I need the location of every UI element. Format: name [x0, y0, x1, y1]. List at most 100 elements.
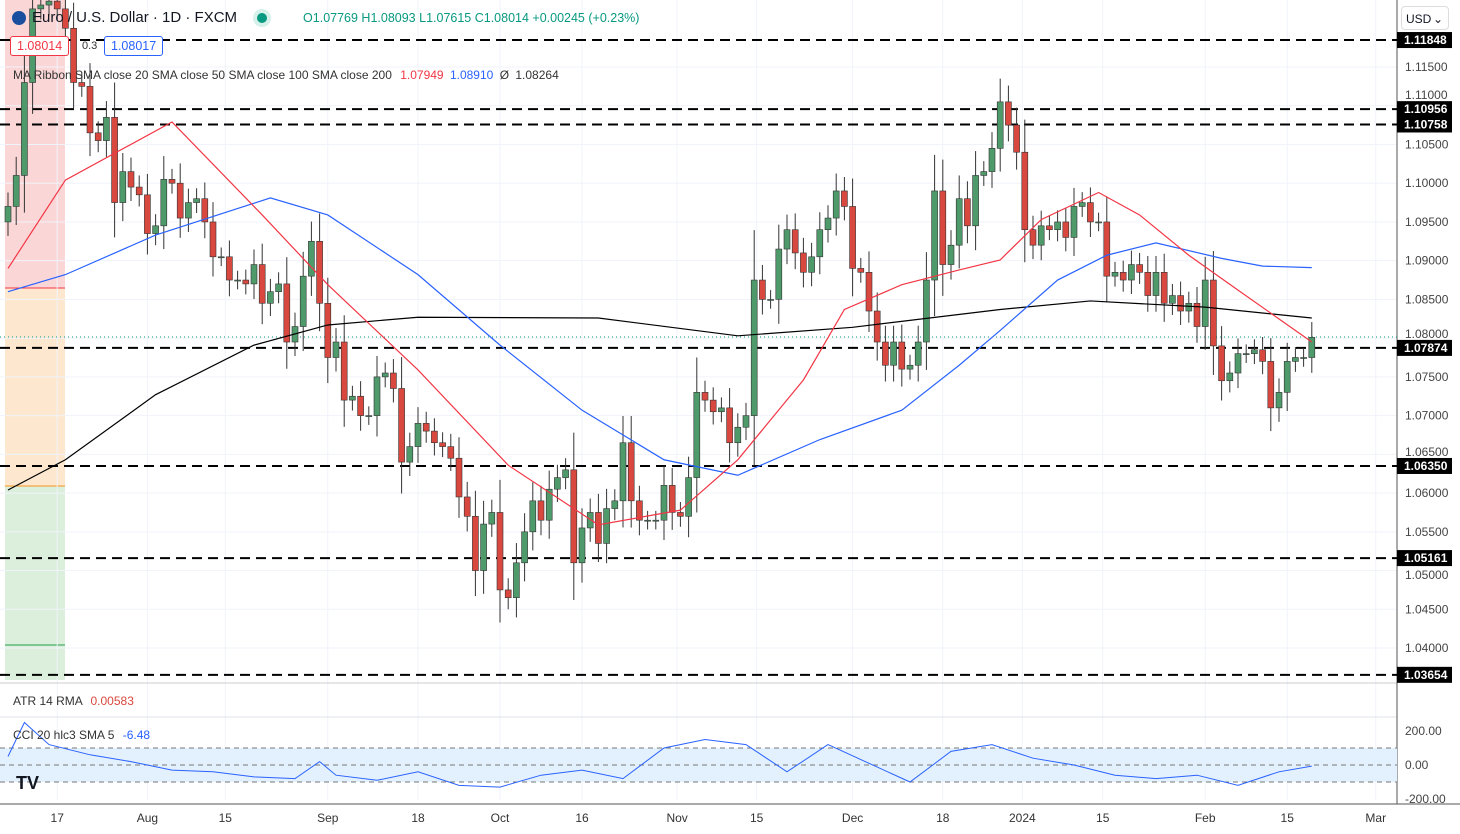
candle-down	[1021, 151, 1029, 230]
candle-down	[726, 407, 733, 444]
buy-price-button[interactable]: 1.08017	[104, 36, 164, 56]
candle-up	[1078, 202, 1086, 207]
candle-down	[882, 341, 889, 366]
y-tick-label: 1.05000	[1405, 568, 1449, 582]
candle-down	[472, 516, 479, 571]
candle-up	[234, 279, 241, 282]
candle-up	[12, 175, 20, 207]
candle-up	[832, 190, 840, 219]
candle-down	[242, 279, 250, 285]
candle-up	[775, 248, 783, 300]
candle-down	[86, 86, 94, 134]
candle-up	[1095, 221, 1102, 224]
ohlc-values: O1.07769 H1.08093 L1.07615 C1.08014 +0.0…	[303, 10, 640, 25]
x-tick-label: 16	[575, 811, 589, 825]
x-tick-label: 18	[411, 811, 425, 825]
x-tick-label: 15	[219, 811, 233, 825]
symbol-title[interactable]: Euro / U.S. Dollar · 1D · FXCM	[32, 9, 238, 26]
candle-up	[783, 229, 791, 250]
sell-price-button[interactable]: 1.08014	[10, 36, 70, 56]
y-tick-label: 1.11000	[1405, 88, 1448, 102]
candle-down	[1062, 221, 1070, 238]
candle-down	[759, 279, 766, 300]
candle-down	[144, 194, 151, 234]
candle-down	[62, 8, 69, 29]
currency-select[interactable]: USD ⌄	[1401, 6, 1449, 30]
candle-down	[78, 82, 86, 87]
candle-down	[463, 496, 471, 517]
candle-down	[1267, 361, 1275, 409]
x-tick-label: Sep	[317, 811, 339, 825]
candle-up	[816, 229, 824, 258]
level-label: 1.07874	[1404, 341, 1448, 355]
level-label: 1.03654	[1404, 668, 1448, 682]
zone-orange	[5, 288, 65, 486]
candle-down	[668, 485, 676, 513]
candle-up	[980, 171, 988, 176]
candle-down	[1087, 202, 1094, 223]
atr-value: 0.00583	[90, 694, 134, 708]
x-tick-label: 15	[750, 811, 764, 825]
candle-down	[841, 190, 848, 207]
candle-up	[373, 376, 381, 416]
tradingview-logo[interactable]: TV	[16, 773, 40, 793]
candle-up	[611, 500, 619, 509]
candle-up	[652, 519, 660, 522]
y-tick-label: 1.09500	[1405, 215, 1449, 229]
ma-ribbon-label[interactable]: MA Ribbon SMA close 20 SMA close 50 SMA …	[13, 68, 392, 82]
candle-up	[1242, 353, 1250, 355]
candle-down	[258, 264, 266, 304]
x-tick-label: 15	[1096, 811, 1110, 825]
candle-down	[135, 186, 143, 196]
candle-down	[168, 179, 176, 184]
y-tick-label: 1.10500	[1405, 137, 1449, 151]
candle-up	[37, 4, 45, 10]
candle-down	[1218, 345, 1225, 382]
candle-up	[734, 426, 742, 444]
candle-down	[70, 27, 77, 83]
candle-down	[431, 430, 438, 444]
zone-green	[5, 486, 65, 680]
candle-up	[119, 171, 127, 203]
cci-label[interactable]: CCI 20 hlc3 SMA 5	[13, 728, 115, 742]
level-label-bg	[1397, 116, 1452, 133]
candle-down	[1259, 349, 1266, 362]
candle-up	[1234, 353, 1242, 374]
candle-up	[824, 217, 832, 230]
x-tick-label: 2024	[1009, 811, 1036, 825]
candle-down	[1193, 302, 1201, 327]
y-tick-label: 1.08000	[1405, 327, 1449, 341]
candle-down	[857, 268, 865, 273]
candle-up	[955, 198, 963, 246]
candle-down	[398, 388, 405, 463]
x-tick-label: Aug	[137, 811, 158, 825]
y-tick-label: 1.04500	[1405, 602, 1449, 616]
y-tick-label: 1.07000	[1405, 409, 1449, 423]
candle-up	[603, 508, 610, 544]
candle-down	[1046, 225, 1053, 230]
candle-down	[791, 229, 799, 254]
level-label-bg	[1397, 32, 1452, 49]
candle-up	[267, 291, 274, 304]
atr-label[interactable]: ATR 14 RMA	[13, 694, 83, 708]
candle-up	[406, 446, 414, 463]
candle-up	[914, 341, 922, 366]
euro-flag-icon	[12, 10, 26, 25]
ma20-value: 1.07949	[400, 68, 444, 82]
candle-down	[1013, 124, 1020, 153]
candle-down	[390, 372, 397, 389]
candle-down	[324, 302, 332, 358]
candle-down	[357, 395, 364, 416]
candle-up	[1169, 295, 1176, 304]
candle-up	[1201, 279, 1209, 327]
candle-up	[767, 299, 774, 301]
candle-up	[890, 341, 897, 366]
candle-up	[1070, 206, 1078, 238]
ma200-value: 1.08264	[515, 68, 559, 82]
candle-up	[152, 225, 159, 234]
candle-down	[570, 469, 578, 564]
candle-up	[578, 527, 586, 564]
candle-up	[693, 392, 701, 478]
level-label: 1.11848	[1404, 33, 1447, 47]
